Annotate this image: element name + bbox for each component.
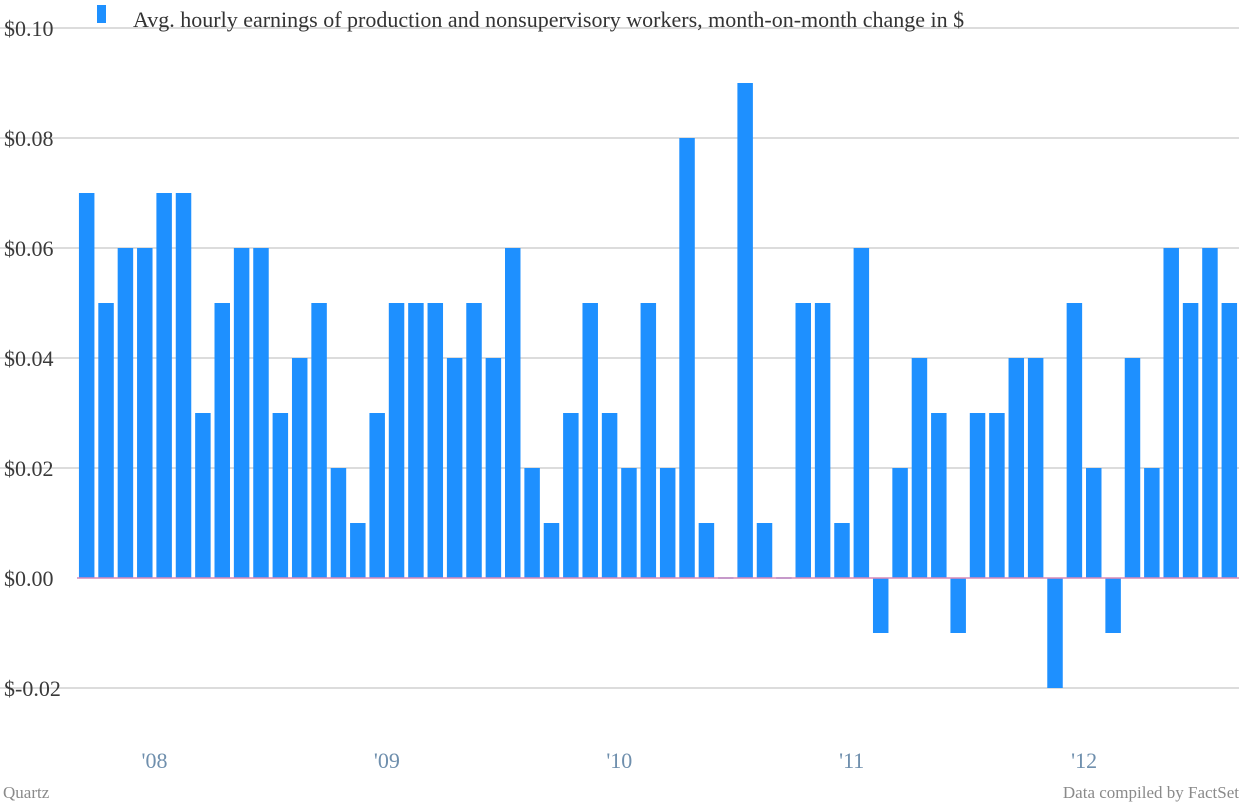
x-tick-label: '09 — [374, 748, 400, 773]
bar — [911, 358, 928, 578]
bar — [931, 413, 947, 578]
y-tick-label: $0.02 — [4, 456, 54, 481]
legend-label: Avg. hourly earnings of production and n… — [133, 7, 964, 32]
bar — [582, 303, 598, 578]
y-tick-label: $0.10 — [4, 16, 54, 41]
bar — [233, 248, 250, 578]
bar — [698, 523, 715, 578]
y-tick-label: $0.00 — [4, 566, 54, 591]
bar — [892, 468, 908, 578]
bar — [98, 303, 114, 578]
bar — [1202, 248, 1218, 578]
bar — [1105, 578, 1121, 633]
bar — [969, 413, 986, 578]
legend: Avg. hourly earnings of production and n… — [97, 5, 964, 32]
bar — [350, 523, 366, 578]
bar — [427, 303, 444, 578]
legend-swatch — [97, 5, 106, 23]
bar — [1221, 303, 1238, 578]
bar — [485, 358, 502, 578]
bar — [311, 303, 327, 578]
x-tick-label: '11 — [839, 748, 864, 773]
bar — [1008, 358, 1025, 578]
bar — [1066, 303, 1083, 578]
bar — [814, 303, 831, 578]
bar — [330, 468, 347, 578]
bar — [214, 303, 230, 578]
y-tick-label: $0.08 — [4, 126, 54, 151]
bar — [659, 468, 676, 578]
bar — [853, 248, 870, 578]
bar — [253, 248, 269, 578]
bar — [601, 413, 618, 578]
y-axis-tick-labels: $0.10 $0.08 $0.06 $0.04 $0.02 $0.00 $-0.02 — [4, 16, 61, 701]
bar — [621, 468, 637, 578]
bar — [369, 413, 385, 578]
bar — [505, 248, 521, 578]
bar — [117, 248, 134, 578]
bars — [78, 83, 1238, 688]
bar — [1182, 303, 1199, 578]
bar — [543, 523, 560, 578]
x-tick-label: '10 — [606, 748, 632, 773]
bar — [1124, 358, 1141, 578]
bar — [1144, 468, 1160, 578]
bar — [872, 578, 889, 633]
bar — [175, 193, 192, 578]
bar — [466, 303, 482, 578]
x-axis-tick-labels: '08 '09 '10 '11 '12 — [142, 748, 1098, 773]
bar — [408, 303, 424, 578]
source-right: Data compiled by FactSet — [1063, 783, 1239, 802]
bar — [989, 413, 1005, 578]
bar — [524, 468, 540, 578]
bar — [272, 413, 289, 578]
source-left: Quartz — [3, 783, 50, 802]
bar — [834, 523, 850, 578]
bar — [950, 578, 966, 633]
y-tick-label: $-0.02 — [4, 676, 61, 701]
bar — [291, 358, 308, 578]
y-tick-label: $0.06 — [4, 236, 54, 261]
bar — [1027, 358, 1044, 578]
bar — [563, 413, 579, 578]
bar — [446, 358, 463, 578]
y-tick-label: $0.04 — [4, 346, 54, 371]
x-tick-label: '12 — [1071, 748, 1097, 773]
bar — [1163, 248, 1179, 578]
bar — [1047, 578, 1063, 688]
bar — [737, 83, 753, 578]
bar — [1086, 468, 1102, 578]
bar — [156, 193, 172, 578]
x-tick-label: '08 — [142, 748, 168, 773]
bar — [137, 248, 153, 578]
bar — [640, 303, 657, 578]
bar — [795, 303, 811, 578]
bar — [78, 193, 95, 578]
bar — [679, 138, 695, 578]
bar — [756, 523, 773, 578]
bar — [195, 413, 211, 578]
bar — [388, 303, 405, 578]
